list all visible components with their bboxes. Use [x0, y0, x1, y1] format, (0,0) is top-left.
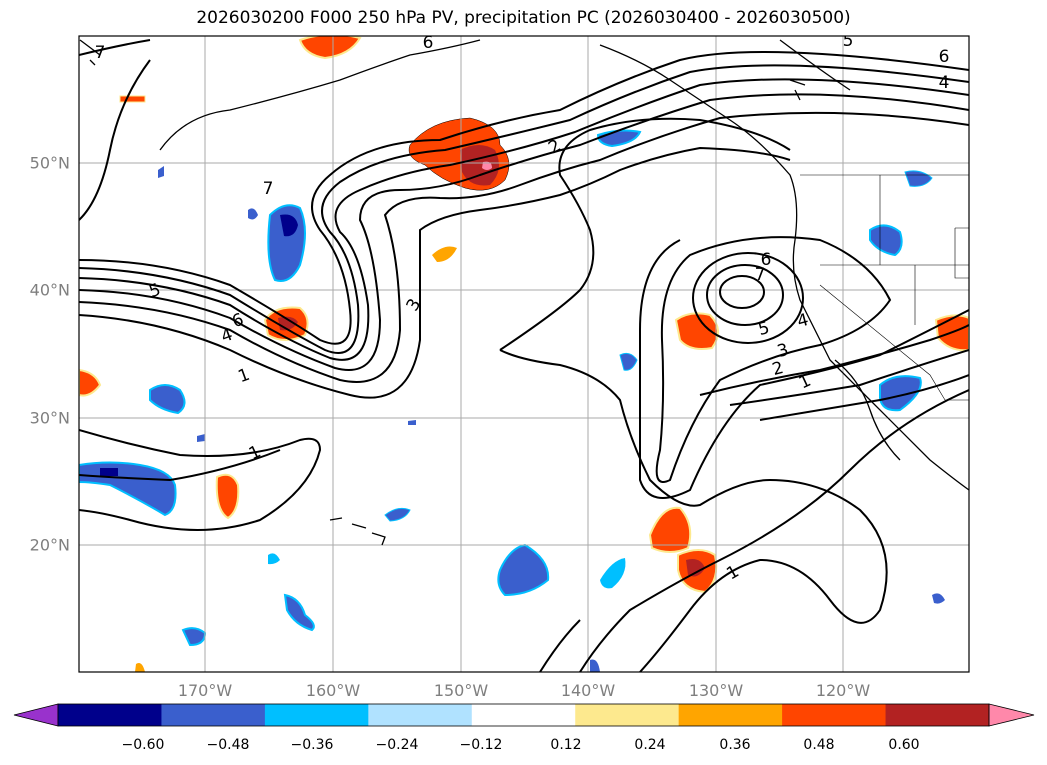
colorbar-tick-label: 0.48 [803, 737, 835, 753]
pv-contours [79, 39, 969, 672]
colorbar-tick-label: −0.12 [459, 737, 503, 753]
colorbar-tick-label: −0.24 [375, 737, 419, 753]
map-frame [78, 35, 970, 673]
contour-label: 6 [939, 47, 950, 67]
colorbar-segment [471, 704, 576, 726]
colorbar [13, 703, 1035, 727]
colorbar-segment [678, 704, 783, 726]
colorbar-tick-label: −0.48 [206, 737, 250, 753]
colorbar-segment [575, 704, 680, 726]
contour-label: 7 [95, 43, 106, 63]
lat-label: 50°N [29, 153, 70, 173]
lon-label: 140°W [560, 681, 616, 700]
lat-label: 40°N [29, 280, 70, 300]
precip-shading [79, 36, 969, 672]
colorbar-segment [368, 704, 473, 726]
contour-label: 3 [403, 295, 426, 314]
contour-label: 5 [146, 280, 163, 302]
colorbar-tick-label: −0.60 [121, 737, 165, 753]
colorbar-extend-min [13, 703, 59, 727]
colorbar-tick-label: 0.12 [550, 737, 582, 753]
contour-label: 5 [756, 318, 772, 340]
coastlines [79, 39, 969, 546]
colorbar-segment [885, 704, 990, 726]
colorbar-tick-label: −0.36 [290, 737, 334, 753]
lon-label: 170°W [177, 681, 233, 700]
contour-label: 7 [755, 265, 766, 285]
contour-label: 6 [761, 250, 772, 270]
lat-label: 30°N [29, 408, 70, 428]
lon-label: 160°W [305, 681, 361, 700]
colorbar-tick-label: 0.60 [888, 737, 920, 753]
colorbar-tick-label: 0.24 [634, 737, 666, 753]
contour-label: 3 [775, 340, 791, 362]
lat-label: 20°N [29, 535, 70, 555]
lon-label: 120°W [815, 681, 871, 700]
contour-label: 4 [795, 310, 811, 332]
lon-label: 150°W [433, 681, 489, 700]
borders [800, 174, 969, 401]
colorbar-segment [782, 704, 887, 726]
colorbar-segment [58, 704, 162, 726]
contour-label: 4 [218, 325, 235, 347]
contour-label: 1 [235, 365, 252, 387]
contour-label: 1 [723, 562, 742, 585]
contour-label: 2 [770, 358, 786, 380]
colorbar-tick-label: 0.36 [719, 737, 751, 753]
contour-label: 4 [939, 73, 950, 93]
colorbar-segment [264, 704, 369, 726]
lon-label: 130°W [688, 681, 744, 700]
colorbar-extend-max [988, 703, 1035, 727]
contour-label: 7 [263, 179, 274, 199]
contour-label: 5 [843, 31, 854, 51]
colorbar-segment [161, 704, 266, 726]
colorbar-frame [57, 703, 990, 727]
graticule [79, 36, 969, 672]
map-title: 2026030200 F000 250 hPa PV, precipitatio… [196, 8, 851, 28]
contour-label: 6 [423, 33, 434, 53]
